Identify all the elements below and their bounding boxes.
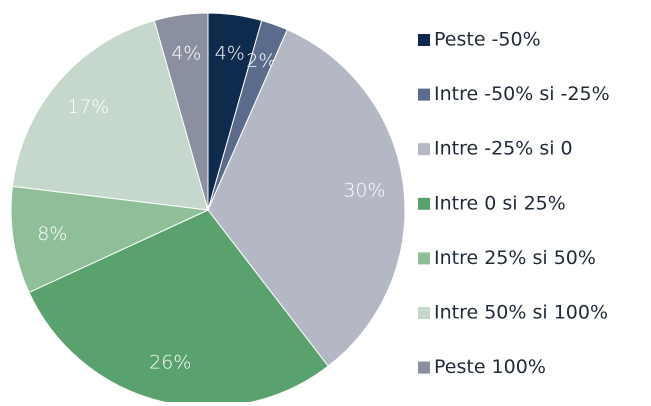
data-label: 26% bbox=[149, 352, 191, 374]
legend-label: Intre 25% si 50% bbox=[434, 247, 596, 269]
pie-slice bbox=[28, 209, 329, 406]
legend-swatch bbox=[418, 88, 430, 101]
legend-label: Intre -50% si -25% bbox=[434, 83, 610, 105]
legend-label: Peste -50% bbox=[434, 29, 541, 51]
legend-swatch bbox=[418, 361, 430, 374]
legend-label: Intre 50% si 100% bbox=[434, 302, 608, 324]
legend-swatch bbox=[418, 143, 430, 156]
data-label: 2% bbox=[246, 50, 276, 72]
data-label: 4% bbox=[215, 42, 245, 64]
legend-swatch bbox=[418, 307, 430, 319]
data-label: 4% bbox=[171, 42, 201, 64]
legend-swatch bbox=[418, 252, 430, 265]
data-label: 8% bbox=[37, 223, 67, 245]
pie-slice bbox=[207, 29, 406, 367]
legend-label: Intre 0 si 25% bbox=[434, 192, 566, 214]
pie-slice bbox=[10, 185, 210, 294]
legend-label: Intre -25% si 0 bbox=[434, 138, 573, 160]
legend-swatch bbox=[418, 197, 430, 210]
pie-slice bbox=[153, 12, 209, 211]
data-label: 30% bbox=[343, 180, 385, 202]
pie-slice bbox=[11, 19, 209, 211]
legend-label: Peste 100% bbox=[434, 356, 546, 378]
legend-swatch bbox=[418, 34, 430, 46]
data-label: 17% bbox=[67, 96, 109, 118]
